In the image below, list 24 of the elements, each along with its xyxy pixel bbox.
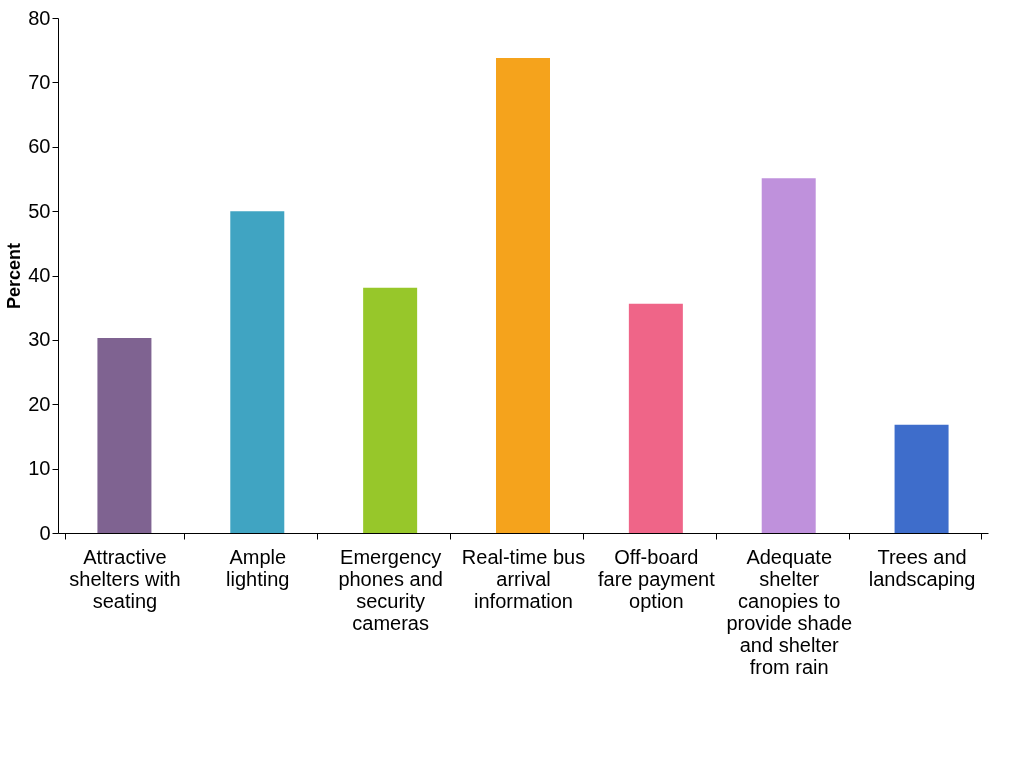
bar [761,178,816,533]
bar [628,303,683,533]
x-tick-label: Off-board fare payment option [597,545,716,612]
y-tick-label: 50 [28,199,51,222]
bar [230,211,285,533]
y-axis-title: Percent [4,242,25,310]
x-tick-label: Real-time bus arrival information [461,545,586,612]
y-tick-label: 60 [28,135,51,158]
y-tick-label: 30 [28,328,51,351]
y-tick-label: 10 [28,457,51,480]
y-tick-label: 0 [39,521,51,544]
bar [496,57,550,533]
bar [894,424,949,533]
bar [97,337,152,533]
x-tick-label: Trees and landscaping [868,545,976,590]
y-tick-label: 40 [28,264,51,286]
y-tick-label: 70 [28,70,51,93]
bar [363,287,418,533]
x-tick-label: Attractive shelters with seating [69,545,181,612]
x-tick-label: Adequate shelter canopies to provide shade and shelter from rain [726,545,853,678]
x-tick-label: Ample lighting [226,545,290,590]
y-tick-label: 80 [28,6,51,29]
x-tick-label: Emergency phones and security cameras [338,545,443,634]
y-tick-label: 20 [28,392,51,415]
